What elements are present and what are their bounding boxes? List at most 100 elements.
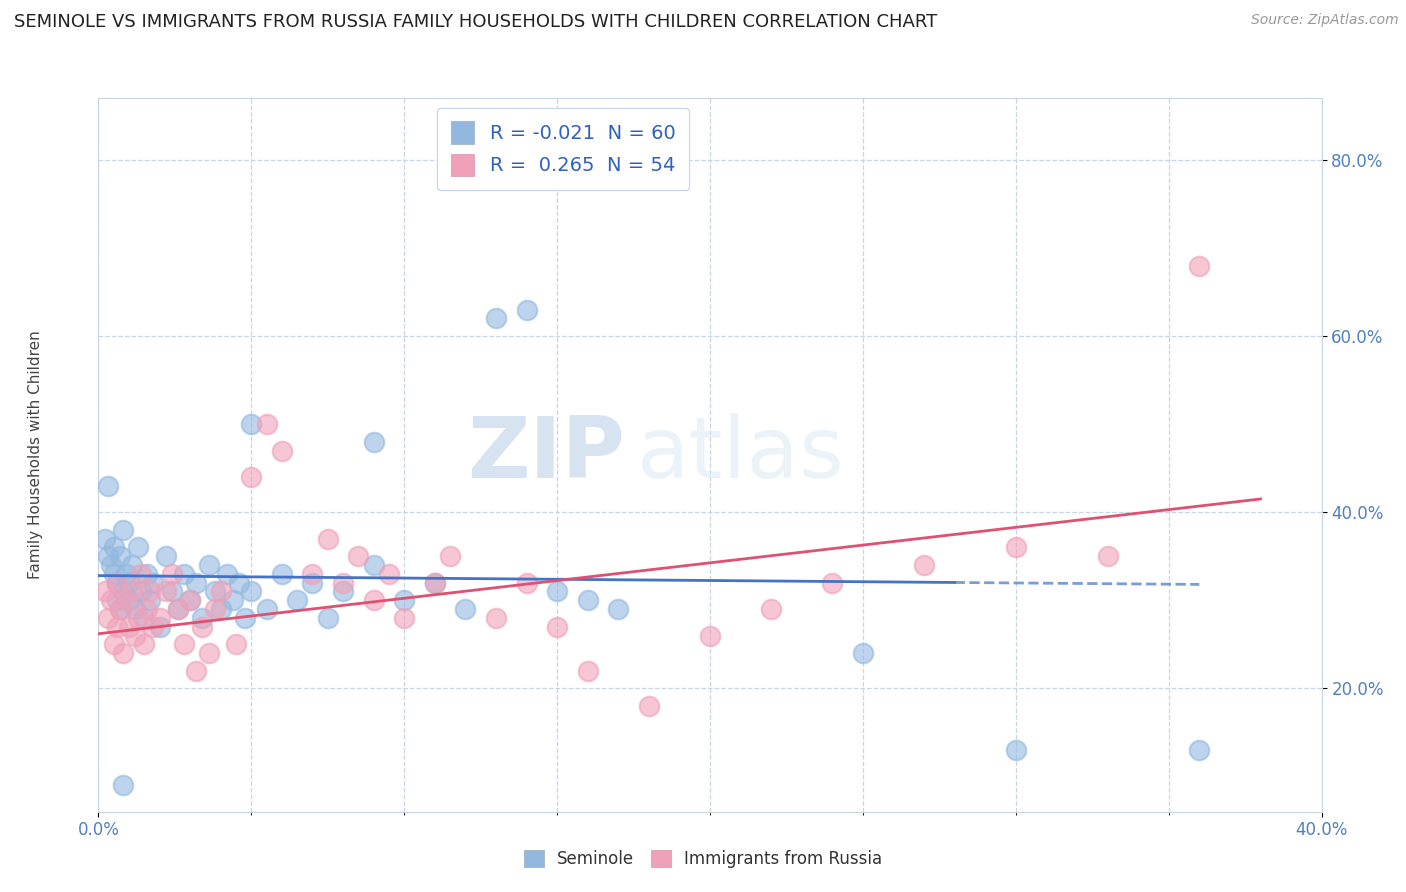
Point — [233, 611, 256, 625]
Point — [136, 602, 159, 616]
Point — [124, 628, 146, 642]
Point — [160, 566, 183, 581]
Point — [347, 549, 370, 564]
Point — [118, 620, 141, 634]
Point — [149, 611, 172, 625]
Point — [1188, 743, 1211, 757]
Text: ZIP: ZIP — [467, 413, 624, 497]
Point — [115, 593, 138, 607]
Point — [103, 637, 125, 651]
Point — [160, 584, 183, 599]
Point — [179, 593, 201, 607]
Point — [204, 602, 226, 616]
Point — [546, 584, 568, 599]
Point — [285, 593, 308, 607]
Point — [108, 602, 131, 616]
Point — [105, 593, 128, 607]
Y-axis label: Family Households with Children: Family Households with Children — [28, 331, 42, 579]
Point — [332, 584, 354, 599]
Point — [316, 611, 339, 625]
Point — [105, 575, 128, 590]
Point — [129, 584, 152, 599]
Point — [127, 541, 149, 555]
Point — [103, 541, 125, 555]
Point — [1004, 743, 1026, 757]
Point — [363, 434, 385, 449]
Point — [912, 558, 935, 572]
Point — [134, 637, 156, 651]
Point — [127, 611, 149, 625]
Point — [423, 575, 446, 590]
Point — [118, 593, 141, 607]
Point — [97, 549, 120, 564]
Point — [204, 584, 226, 599]
Point — [139, 584, 162, 599]
Point — [155, 549, 177, 564]
Text: atlas: atlas — [637, 413, 845, 497]
Point — [256, 602, 278, 616]
Point — [115, 566, 138, 581]
Point — [100, 558, 122, 572]
Point — [209, 584, 232, 599]
Point — [97, 479, 120, 493]
Point — [332, 575, 354, 590]
Point — [197, 558, 219, 572]
Point — [485, 611, 508, 625]
Text: Source: ZipAtlas.com: Source: ZipAtlas.com — [1251, 13, 1399, 28]
Point — [637, 698, 661, 713]
Point — [485, 311, 508, 326]
Point — [142, 620, 165, 634]
Point — [852, 646, 875, 660]
Point — [516, 302, 538, 317]
Point — [173, 566, 195, 581]
Point — [111, 584, 134, 599]
Point — [821, 575, 844, 590]
Point — [225, 637, 247, 651]
Point — [240, 584, 263, 599]
Point — [179, 593, 201, 607]
Point — [759, 602, 782, 616]
Point — [607, 602, 630, 616]
Point — [1004, 541, 1026, 555]
Legend: Seminole, Immigrants from Russia: Seminole, Immigrants from Russia — [517, 843, 889, 875]
Point — [118, 575, 141, 590]
Legend: R = -0.021  N = 60, R =  0.265  N = 54: R = -0.021 N = 60, R = 0.265 N = 54 — [437, 108, 689, 190]
Point — [270, 566, 292, 581]
Point — [423, 575, 446, 590]
Point — [186, 664, 208, 678]
Point — [124, 602, 146, 616]
Point — [100, 593, 122, 607]
Point — [121, 584, 143, 599]
Point — [222, 593, 245, 607]
Point — [1188, 259, 1211, 273]
Point — [240, 470, 263, 484]
Point — [139, 593, 162, 607]
Point — [439, 549, 461, 564]
Point — [209, 602, 232, 616]
Point — [134, 611, 156, 625]
Point — [93, 532, 115, 546]
Point — [108, 602, 131, 616]
Point — [97, 611, 120, 625]
Point — [186, 575, 208, 590]
Point — [516, 575, 538, 590]
Point — [108, 549, 131, 564]
Point — [111, 778, 134, 792]
Point — [215, 566, 238, 581]
Point — [105, 575, 128, 590]
Point — [228, 575, 250, 590]
Point — [155, 584, 177, 599]
Point — [301, 575, 323, 590]
Point — [699, 628, 721, 642]
Point — [129, 566, 152, 581]
Point — [142, 575, 165, 590]
Point — [256, 417, 278, 431]
Point — [191, 620, 214, 634]
Point — [392, 611, 416, 625]
Point — [191, 611, 214, 625]
Point — [136, 566, 159, 581]
Point — [173, 637, 195, 651]
Point — [270, 443, 292, 458]
Point — [121, 558, 143, 572]
Point — [576, 664, 599, 678]
